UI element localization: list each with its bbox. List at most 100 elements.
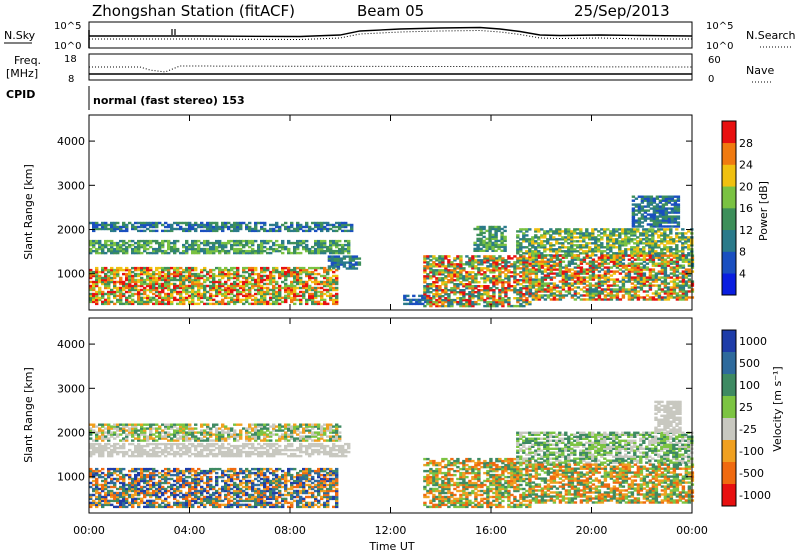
power-cell bbox=[646, 203, 651, 206]
power-cell bbox=[137, 292, 141, 296]
power-cell bbox=[579, 260, 584, 263]
power-cell bbox=[624, 242, 628, 245]
power-cell bbox=[633, 266, 638, 269]
power-cell bbox=[591, 288, 596, 291]
power-cell bbox=[687, 258, 692, 261]
power-cell bbox=[104, 298, 108, 302]
velocity-cell bbox=[164, 427, 168, 430]
velocity-cell bbox=[179, 429, 183, 432]
power-cell bbox=[564, 250, 568, 253]
power-cell bbox=[257, 221, 261, 225]
power-cell bbox=[107, 294, 111, 298]
power-cell bbox=[640, 195, 645, 198]
velocity-cell bbox=[167, 442, 171, 446]
power-cell bbox=[185, 229, 189, 233]
power-cell bbox=[498, 293, 502, 296]
power-cell bbox=[149, 239, 153, 243]
power-cell bbox=[576, 236, 580, 239]
velocity-cell bbox=[101, 433, 105, 436]
power-cell bbox=[660, 288, 665, 291]
power-cell bbox=[519, 302, 523, 306]
power-cell bbox=[645, 234, 649, 237]
power-cell bbox=[260, 243, 264, 247]
power-cell bbox=[95, 270, 99, 274]
power-cell bbox=[290, 268, 294, 272]
power-cell bbox=[137, 300, 141, 304]
power-cell bbox=[655, 223, 660, 226]
power-cell bbox=[170, 288, 174, 292]
power-cell bbox=[188, 286, 192, 290]
power-cell bbox=[170, 272, 174, 276]
power-cell bbox=[672, 248, 676, 251]
power-cell bbox=[137, 268, 141, 272]
power-cell bbox=[648, 240, 652, 243]
power-cell bbox=[345, 261, 350, 264]
power-cell bbox=[585, 230, 589, 233]
power-cell bbox=[351, 265, 356, 268]
power-cell bbox=[456, 302, 460, 306]
power-cell bbox=[218, 239, 222, 243]
power-cell bbox=[272, 223, 276, 227]
power-cell bbox=[576, 256, 581, 259]
power-cell bbox=[233, 239, 237, 243]
velocity-cell bbox=[131, 439, 135, 442]
power-cell bbox=[260, 247, 264, 251]
power-cell bbox=[534, 250, 538, 253]
power-cell bbox=[488, 243, 492, 247]
power-cell bbox=[495, 267, 499, 270]
power-cell bbox=[176, 284, 180, 288]
power-cell bbox=[537, 246, 541, 249]
power-cell bbox=[480, 261, 484, 264]
power-cell bbox=[543, 230, 547, 233]
power-cell bbox=[320, 221, 324, 225]
power-cell bbox=[639, 242, 643, 245]
power-cell bbox=[438, 271, 442, 274]
power-cell bbox=[281, 241, 285, 245]
power-cell bbox=[661, 203, 666, 206]
power-cell bbox=[143, 270, 147, 274]
power-cell bbox=[429, 291, 433, 294]
power-cell bbox=[597, 244, 601, 247]
power-cell bbox=[212, 225, 216, 229]
power-cell bbox=[504, 287, 508, 290]
power-cell bbox=[588, 264, 593, 267]
power-cell bbox=[423, 275, 427, 278]
power-cell bbox=[631, 213, 636, 216]
velocity-cell bbox=[212, 452, 216, 456]
power-cell bbox=[134, 225, 138, 229]
power-cell bbox=[633, 278, 638, 281]
power-cell bbox=[239, 241, 243, 245]
power-cell bbox=[426, 285, 430, 288]
power-cell bbox=[525, 228, 529, 231]
power-cell bbox=[332, 302, 336, 306]
power-cell bbox=[497, 239, 501, 243]
power-cell bbox=[503, 247, 507, 251]
power-cell bbox=[146, 268, 150, 272]
power-cell bbox=[675, 274, 680, 277]
power-cell bbox=[681, 298, 686, 301]
velocity-cell bbox=[89, 427, 93, 430]
power-cell bbox=[591, 290, 596, 293]
power-cell bbox=[314, 286, 318, 290]
power-cell bbox=[293, 229, 297, 233]
power-cell bbox=[534, 294, 539, 297]
power-cell bbox=[621, 270, 626, 273]
power-cell bbox=[302, 280, 306, 284]
velocity-cell bbox=[281, 448, 285, 452]
power-cell bbox=[218, 270, 222, 274]
velocity-cell bbox=[326, 452, 330, 456]
velocity-cell bbox=[116, 425, 120, 428]
power-cell bbox=[95, 284, 99, 288]
power-cell bbox=[260, 276, 264, 280]
power-cell bbox=[125, 274, 129, 278]
power-cell bbox=[462, 304, 466, 308]
power-cell bbox=[441, 289, 445, 292]
power-cell bbox=[519, 289, 523, 292]
power-cell bbox=[230, 282, 234, 286]
power-cell bbox=[320, 223, 324, 227]
power-cell bbox=[137, 225, 141, 229]
power-cell bbox=[197, 251, 201, 255]
power-cell bbox=[95, 221, 99, 225]
power-cell bbox=[495, 275, 499, 278]
power-cell bbox=[314, 247, 318, 251]
